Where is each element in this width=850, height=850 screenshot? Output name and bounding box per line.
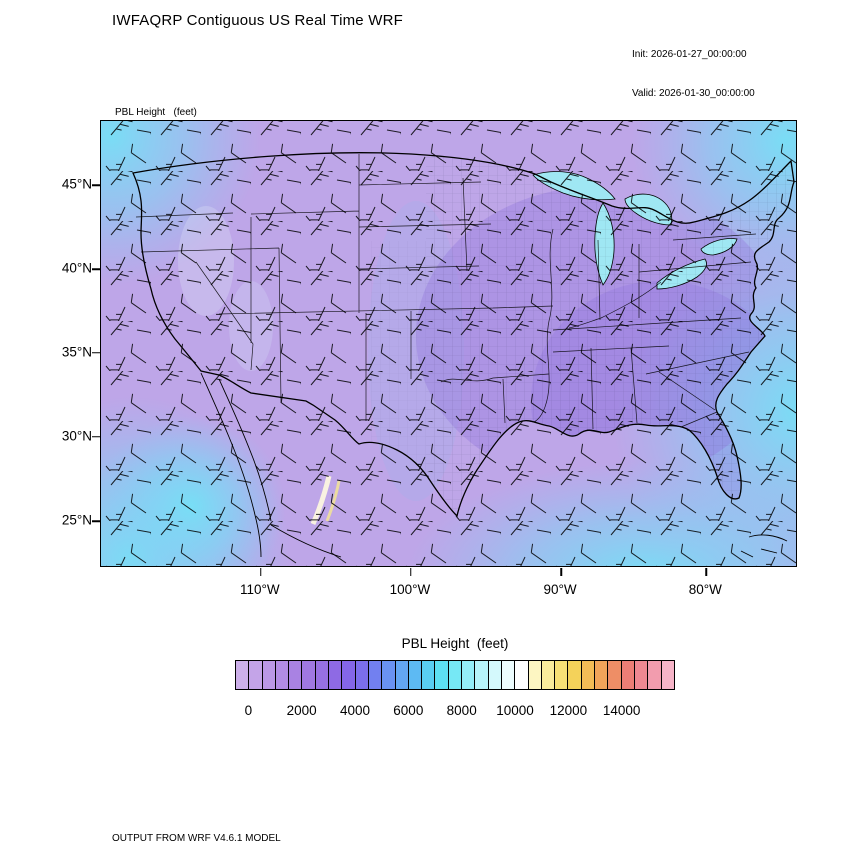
lat-tick-label: 30°N [61, 428, 92, 444]
colorbar-cell [487, 660, 502, 690]
colorbar-tick-label: 12000 [549, 703, 588, 718]
colorbar-cell [447, 660, 463, 690]
colorbar-cell [367, 660, 383, 690]
colorbar-cell [274, 660, 290, 690]
lat-tick-label: 35°N [61, 344, 92, 360]
colorbar-cell [580, 660, 596, 690]
plot-title: IWFAQRP Contiguous US Real Time WRF [112, 12, 403, 29]
colorbar-cell [647, 660, 662, 690]
lat-tick-mark [91, 352, 100, 354]
lat-tick-mark [91, 268, 100, 270]
init-time-label: Init: 2026-01-27_00:00:00 [632, 49, 747, 60]
lat-tick-mark [91, 520, 100, 522]
colorbar-cell [248, 660, 263, 690]
valid-time-label: Valid: 2026-01-30_00:00:00 [632, 88, 755, 99]
colorbar-cell [607, 660, 622, 690]
colorbar-cell [288, 660, 303, 690]
colorbar-tick-label: 14000 [602, 703, 641, 718]
colorbar-cell [314, 660, 330, 690]
lon-tick-label: 100°W [389, 582, 431, 597]
colorbar-cell [554, 660, 569, 690]
colorbar-cell [633, 660, 649, 690]
lon-tick-mark [410, 567, 412, 576]
colorbar [235, 660, 675, 690]
colorbar-cell [394, 660, 409, 690]
colorbar-cell [301, 660, 316, 690]
lon-tick-label: 110°W [240, 582, 280, 597]
colorbar-cell [514, 660, 529, 690]
colorbar-cell [328, 660, 343, 690]
lon-tick-mark [560, 567, 562, 576]
lat-tick-label: 40°N [61, 260, 92, 276]
colorbar-cell [660, 660, 675, 690]
colorbar-cell [434, 660, 449, 690]
colorbar-labels: 0 2000 4000 6000 8000 10000 12000 14000 [235, 703, 675, 719]
colorbar-cell [354, 660, 369, 690]
wind-barbs-layer [101, 121, 796, 566]
model-info: OUTPUT FROM WRF V4.6.1 MODEL WE = 580 ; … [112, 806, 505, 850]
colorbar-tick-label: 10000 [496, 703, 534, 718]
colorbar-cell [461, 660, 476, 690]
us-map-plot [101, 121, 796, 566]
colorbar-title: PBL Height (feet) [401, 636, 509, 651]
colorbar-tick-label: 0 [244, 703, 253, 718]
colorbar-cell [474, 660, 489, 690]
lon-tick-label: 80°W [688, 582, 722, 597]
colorbar-tick-label: 6000 [393, 703, 424, 718]
lat-tick-label: 25°N [61, 512, 92, 528]
colorbar-cell [527, 660, 542, 690]
colorbar-cell [421, 660, 436, 690]
run-times: Init: 2026-01-27_00:00:00 Valid: 2026-01… [632, 22, 755, 126]
colorbar-cell [381, 660, 396, 690]
colorbar-cell [567, 660, 582, 690]
colorbar-cell [540, 660, 556, 690]
colorbar-cell [341, 660, 356, 690]
lat-tick-mark [91, 436, 100, 438]
colorbar-cell [235, 660, 250, 690]
lon-tick-mark [705, 567, 708, 576]
lon-tick-label: 90°W [543, 582, 577, 597]
colorbar-cell [620, 660, 635, 690]
map-canvas [91, 120, 797, 576]
pbl-height-field-label: PBL Height (feet) [115, 107, 197, 118]
colorbar-cell [407, 660, 423, 690]
colorbar-cell [261, 660, 276, 690]
colorbar-cell [500, 660, 516, 690]
colorbar-tick-label: 2000 [286, 703, 317, 718]
colorbar-cell [594, 660, 609, 690]
lat-tick-label: 45°N [61, 176, 92, 192]
colorbar-tick-label: 4000 [339, 703, 371, 718]
lat-tick-mark [91, 184, 100, 186]
model-info-line1: OUTPUT FROM WRF V4.6.1 MODEL [112, 833, 281, 844]
lon-tick-mark [260, 567, 262, 576]
colorbar-tick-label: 8000 [446, 703, 477, 718]
